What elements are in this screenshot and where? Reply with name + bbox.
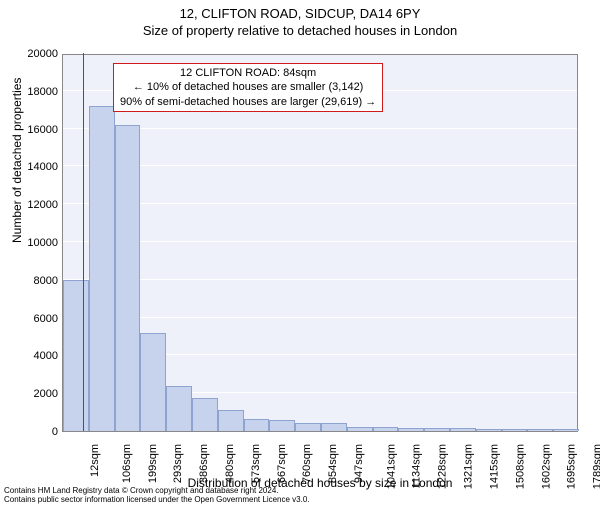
chart-title-sub: Size of property relative to detached ho… [0, 23, 600, 38]
chart-title-main: 12, CLIFTON ROAD, SIDCUP, DA14 6PY [0, 6, 600, 21]
x-tick-label: 12sqm [89, 444, 101, 477]
y-tick-label: 8000 [0, 275, 58, 287]
bar [321, 423, 347, 431]
x-tick-label: 1789sqm [591, 444, 600, 489]
bar [553, 429, 579, 431]
bar [115, 125, 141, 431]
x-ticks: 12sqm106sqm199sqm293sqm386sqm480sqm573sq… [62, 432, 578, 478]
bar [476, 429, 502, 431]
bar [63, 280, 89, 431]
annotation-box: 12 CLIFTON ROAD: 84sqm ← 10% of detached… [113, 63, 383, 112]
copyright-line1: Contains HM Land Registry data © Crown c… [4, 486, 310, 495]
bar [166, 386, 192, 431]
marker-line [83, 53, 84, 431]
bar [140, 333, 166, 431]
bar [192, 398, 218, 431]
bar [347, 427, 373, 431]
bar [373, 427, 399, 431]
bar [398, 428, 424, 431]
y-tick-label: 6000 [0, 313, 58, 325]
copyright-line2: Contains public sector information licen… [4, 495, 310, 504]
y-tick-label: 18000 [0, 86, 58, 98]
bar [450, 428, 476, 431]
annotation-line1: 12 CLIFTON ROAD: 84sqm [120, 66, 376, 80]
y-axis-label: Number of detached properties [10, 78, 24, 243]
y-tick-label: 2000 [0, 388, 58, 400]
y-tick-label: 14000 [0, 161, 58, 173]
y-tick-label: 4000 [0, 350, 58, 362]
y-ticks: 0200040006000800010000120001400016000180… [0, 54, 58, 432]
bar [527, 429, 553, 431]
copyright: Contains HM Land Registry data © Crown c… [4, 486, 310, 504]
y-tick-label: 20000 [0, 48, 58, 60]
y-tick-label: 0 [0, 426, 58, 438]
bar [424, 428, 450, 431]
y-tick-label: 12000 [0, 199, 58, 211]
plot-area: 12 CLIFTON ROAD: 84sqm ← 10% of detached… [62, 54, 578, 432]
bar [218, 410, 244, 431]
bar [89, 106, 115, 431]
bar [244, 419, 270, 431]
annotation-line3: 90% of semi-detached houses are larger (… [120, 95, 376, 109]
y-tick-label: 16000 [0, 124, 58, 136]
y-tick-label: 10000 [0, 237, 58, 249]
annotation-line2: ← 10% of detached houses are smaller (3,… [120, 80, 376, 94]
bar [502, 429, 528, 431]
bar [269, 420, 295, 431]
bar [295, 423, 321, 431]
